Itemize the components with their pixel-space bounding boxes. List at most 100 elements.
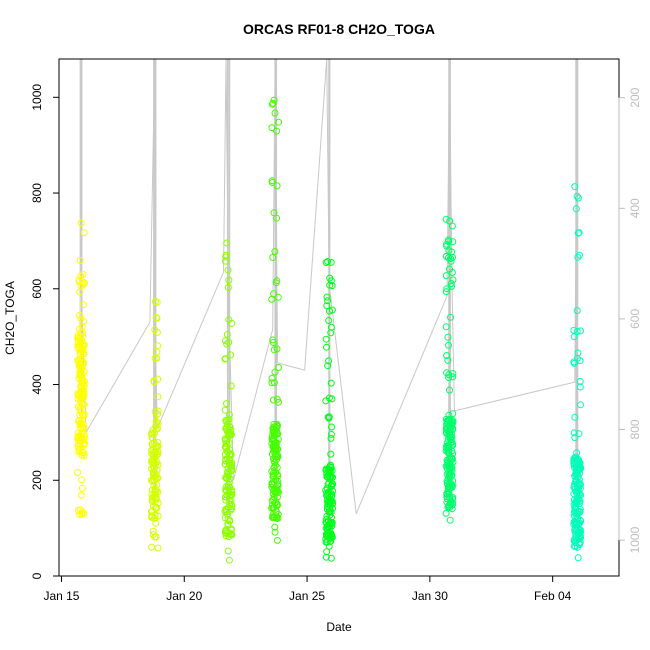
data-point [79,270,87,278]
y-right-tick-label: 800 [628,419,642,439]
data-point [74,357,82,364]
track-segment [232,329,274,481]
data-point [442,288,450,296]
data-point [224,547,232,555]
data-point [328,395,336,403]
x-tick-label: Jan 25 [289,589,325,603]
y-tick-label: 1000 [30,84,44,111]
data-point [447,313,454,321]
chart-title: ORCAS RF01-8 CH2O_TOGA [243,21,435,37]
data-point [273,420,281,428]
data-point [75,344,83,352]
data-point [77,419,85,427]
data-point [274,510,282,518]
data-point [571,413,579,421]
data-point [323,343,330,351]
data-point [268,379,276,387]
data-point [449,276,457,284]
data-point [153,354,161,362]
data-point [444,356,452,364]
data-point [149,498,156,505]
data-point [577,327,584,335]
data-point [449,238,457,246]
data-point [447,462,455,470]
data-point [271,458,279,466]
data-point [268,124,276,132]
data-point [270,96,278,104]
track-segment [355,295,448,514]
data-point [570,326,578,334]
y-axis-right: 200 400 600 800 1000 [618,87,642,553]
data-point [446,386,453,394]
data-point [442,272,450,280]
data-point [274,293,282,301]
data-point [445,341,452,349]
data-point [576,476,583,484]
data-point [153,314,161,322]
data-point [228,319,236,327]
y-tick-label: 400 [30,374,44,394]
track-segment [304,58,328,371]
data-point [575,464,583,472]
data-point [269,254,277,261]
data-point [448,222,456,230]
data-point [445,493,453,501]
data-point [75,448,83,456]
data-point [271,368,279,376]
data-point [443,352,451,359]
data-point [445,489,453,496]
x-axis-label: Date [326,620,352,634]
data-point [448,422,456,429]
data-point [577,401,585,409]
data-point [323,293,331,301]
data-point [152,496,160,504]
data-point [326,281,334,289]
data-point [327,534,335,542]
data-point [273,486,281,494]
data-point [76,256,84,264]
data-point [447,255,455,263]
y-tick-label: 200 [30,470,44,490]
data-point [77,272,85,280]
data-point [572,205,580,213]
data-point [574,194,582,202]
data-point [80,318,88,325]
track-segment [223,58,227,273]
data-point [442,323,450,331]
data-point [222,443,230,451]
data-point [268,468,276,475]
data-point [222,496,230,504]
data-point [222,251,230,259]
data-point [573,515,581,523]
data-point [326,511,334,519]
data-point [224,266,232,274]
data-point [154,342,162,350]
data-point [325,317,333,324]
data-point [148,543,156,551]
data-point [79,301,87,309]
data-point [78,357,86,364]
data-point [226,475,234,483]
data-point [270,493,278,501]
data-point [323,473,331,481]
data-point [77,328,85,336]
data-point [78,476,86,484]
data-point [447,280,455,287]
data-point [225,468,233,476]
data-point [570,429,578,437]
data-point [80,410,88,418]
x-axis: Jan 15 Jan 20 Jan 25 Jan 30 Feb 04 [43,575,572,603]
data-point [150,470,158,478]
data-point [154,450,162,458]
data-point [574,253,582,261]
data-point [327,530,335,538]
data-point [326,274,334,282]
data-point [573,328,581,335]
data-point [327,329,335,337]
data-point [227,382,235,390]
data-point [76,288,84,296]
data-point [152,460,160,468]
data-point [222,486,230,494]
data-point [322,516,330,523]
